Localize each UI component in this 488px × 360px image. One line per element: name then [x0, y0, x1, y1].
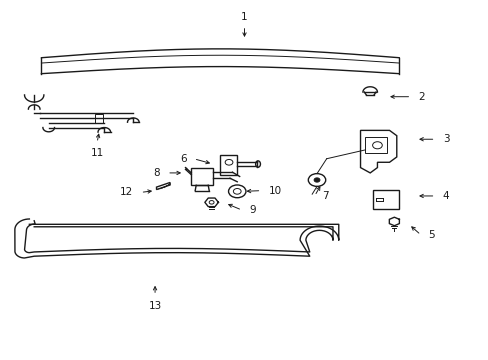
Bar: [191, 168, 213, 185]
Text: 11: 11: [90, 148, 103, 158]
Text: 6: 6: [180, 154, 186, 164]
Bar: [372, 190, 398, 210]
Text: 9: 9: [249, 205, 255, 215]
Text: 3: 3: [442, 134, 448, 144]
Text: 13: 13: [148, 301, 162, 311]
Text: 7: 7: [321, 191, 328, 201]
Bar: [95, 114, 103, 123]
Text: 4: 4: [442, 191, 448, 201]
Bar: [365, 138, 386, 153]
Text: 8: 8: [153, 168, 160, 178]
Text: 5: 5: [427, 230, 434, 240]
Text: 2: 2: [418, 92, 424, 102]
Text: 1: 1: [241, 12, 247, 22]
Text: 10: 10: [268, 186, 281, 195]
Bar: [220, 155, 237, 175]
Text: 12: 12: [120, 188, 133, 197]
Circle shape: [313, 178, 319, 182]
